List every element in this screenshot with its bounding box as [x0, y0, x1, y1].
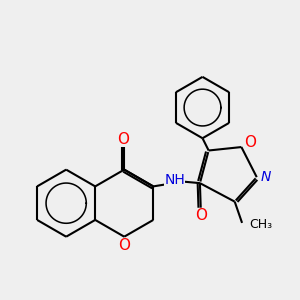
Text: CH₃: CH₃ [249, 218, 272, 231]
Text: O: O [118, 238, 130, 253]
Text: O: O [196, 208, 208, 223]
Text: N: N [260, 170, 271, 184]
Text: O: O [244, 135, 256, 150]
Text: NH: NH [164, 173, 185, 187]
Text: O: O [117, 132, 129, 147]
